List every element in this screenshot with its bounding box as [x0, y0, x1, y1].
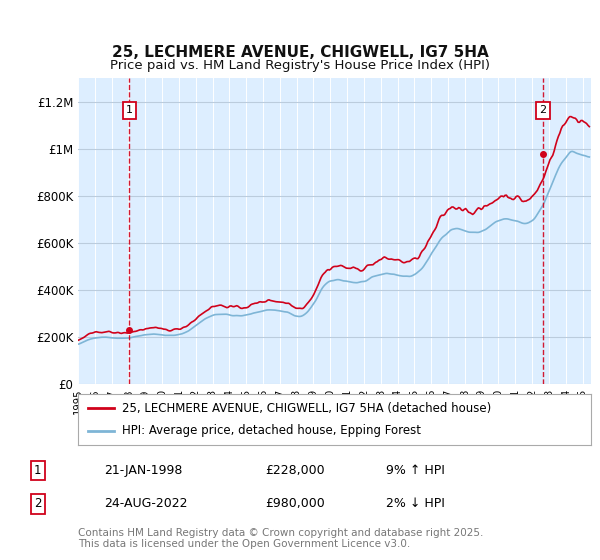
Text: 2: 2 — [539, 105, 547, 115]
Text: 21-JAN-1998: 21-JAN-1998 — [104, 464, 182, 477]
Text: 2% ↓ HPI: 2% ↓ HPI — [386, 497, 445, 511]
Text: Contains HM Land Registry data © Crown copyright and database right 2025.: Contains HM Land Registry data © Crown c… — [78, 528, 484, 538]
Text: 1: 1 — [126, 105, 133, 115]
Text: £228,000: £228,000 — [265, 464, 325, 477]
Text: 9% ↑ HPI: 9% ↑ HPI — [386, 464, 445, 477]
Text: 25, LECHMERE AVENUE, CHIGWELL, IG7 5HA: 25, LECHMERE AVENUE, CHIGWELL, IG7 5HA — [112, 45, 488, 60]
Text: This data is licensed under the Open Government Licence v3.0.: This data is licensed under the Open Gov… — [78, 539, 410, 549]
Text: £980,000: £980,000 — [265, 497, 325, 511]
Text: 1: 1 — [34, 464, 41, 477]
Text: Price paid vs. HM Land Registry's House Price Index (HPI): Price paid vs. HM Land Registry's House … — [110, 59, 490, 72]
Text: 2: 2 — [34, 497, 41, 511]
Text: 24-AUG-2022: 24-AUG-2022 — [104, 497, 188, 511]
Text: 25, LECHMERE AVENUE, CHIGWELL, IG7 5HA (detached house): 25, LECHMERE AVENUE, CHIGWELL, IG7 5HA (… — [122, 402, 491, 414]
Text: HPI: Average price, detached house, Epping Forest: HPI: Average price, detached house, Eppi… — [122, 424, 421, 437]
